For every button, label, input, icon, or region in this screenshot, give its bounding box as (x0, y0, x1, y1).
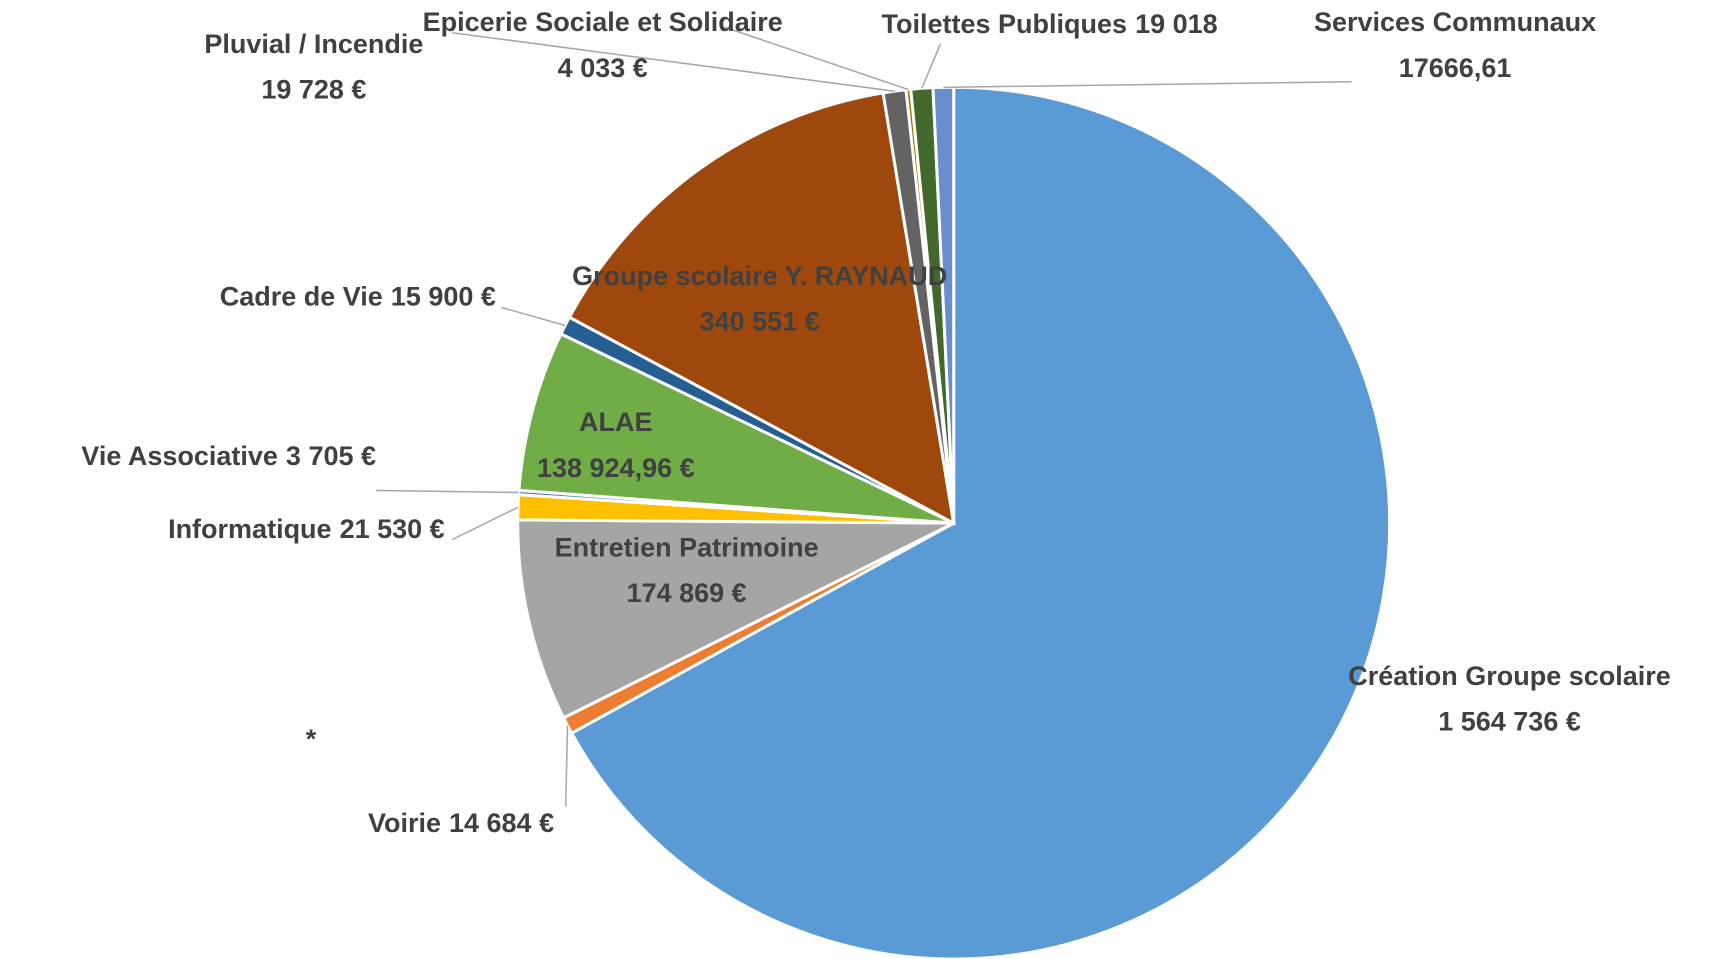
label-value: 1 564 736 € (1438, 707, 1581, 737)
label-category: Entretien Patrimoine (555, 532, 819, 562)
pie-slice (569, 85, 1392, 959)
label-value: 4 033 € (558, 53, 648, 83)
leader-line (943, 80, 1352, 89)
leader-line (501, 306, 566, 327)
label-category: Epicerie Sociale et Solidaire (423, 7, 783, 37)
label-category: Toilettes Publiques (882, 9, 1128, 39)
label-category: Voirie (368, 808, 441, 838)
data-label: Groupe scolaire Y. RAYNAUD 340 551 € (572, 261, 947, 337)
data-label: Voirie 14 684 € (368, 808, 554, 838)
leader-line (564, 725, 569, 807)
label-category: ALAE (579, 407, 653, 437)
pie-slice (567, 91, 956, 526)
label-value: 138 924,96 € (537, 453, 695, 483)
leader-line (376, 489, 519, 494)
label-value: 15 900 € (391, 282, 496, 312)
label-category: Vie Associative (81, 441, 278, 471)
label-category: Cadre de Vie (220, 282, 383, 312)
leader-line (451, 506, 519, 541)
label-category: Services Communaux (1314, 7, 1596, 37)
leader-line (724, 26, 909, 91)
label-value: 17666,61 (1399, 53, 1512, 83)
label-value: 340 551 € (700, 307, 820, 337)
data-label: Services Communaux 17666,61 (1314, 7, 1596, 83)
label-value: 19 018 (1135, 9, 1218, 39)
data-label: Cadre de Vie 15 900 € (220, 282, 496, 312)
leader-line (921, 43, 942, 89)
data-label: Informatique 21 530 € (168, 514, 445, 544)
data-label: Vie Associative 3 705 € (81, 441, 376, 471)
pie-slice (517, 331, 955, 525)
data-label: Epicerie Sociale et Solidaire 4 033 € (423, 7, 783, 83)
label-category: Pluvial / Incendie (204, 29, 423, 59)
data-label: Toilettes Publiques 19 018 (882, 9, 1218, 39)
data-label: ALAE 138 924,96 € (537, 407, 695, 483)
label-category: Création Groupe scolaire (1348, 661, 1671, 691)
label-category: Groupe scolaire Y. RAYNAUD (572, 261, 947, 291)
pie-slice (516, 518, 955, 720)
label-value: 14 684 € (449, 808, 554, 838)
label-value: 3 705 € (286, 441, 376, 471)
data-label: Pluvial / Incendie 19 728 € (204, 29, 423, 105)
annotation: * (306, 724, 317, 754)
label-category: Informatique (168, 514, 332, 544)
leader-line (452, 31, 895, 92)
data-label: Création Groupe scolaire 1 564 736 € (1348, 661, 1671, 737)
label-value: 174 869 € (627, 578, 747, 608)
label-value: 19 728 € (261, 75, 366, 105)
label-value: 21 530 € (340, 514, 445, 544)
data-label: Entretien Patrimoine 174 869 € (555, 532, 819, 608)
